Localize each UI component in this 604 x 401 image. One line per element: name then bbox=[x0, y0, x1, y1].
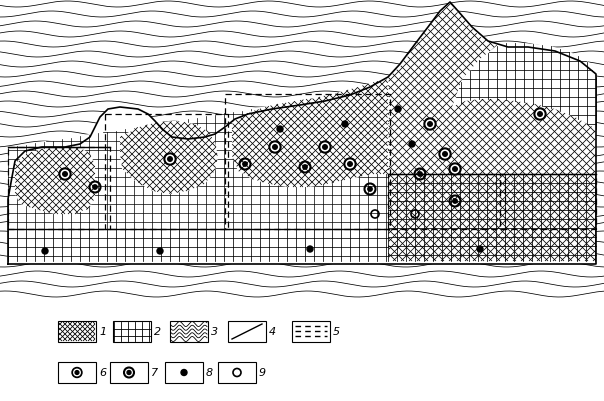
Circle shape bbox=[74, 369, 80, 376]
Polygon shape bbox=[388, 3, 596, 261]
Circle shape bbox=[453, 199, 457, 204]
Circle shape bbox=[273, 145, 277, 150]
Bar bbox=[58, 321, 96, 342]
Text: 4: 4 bbox=[269, 327, 276, 337]
Circle shape bbox=[157, 248, 163, 254]
Circle shape bbox=[348, 162, 352, 167]
Polygon shape bbox=[232, 80, 388, 188]
Circle shape bbox=[307, 246, 313, 252]
Circle shape bbox=[409, 142, 415, 148]
Text: 8: 8 bbox=[206, 368, 213, 378]
Bar bbox=[218, 362, 256, 383]
Circle shape bbox=[443, 152, 448, 157]
Circle shape bbox=[277, 127, 283, 133]
Circle shape bbox=[164, 154, 176, 166]
Text: 9: 9 bbox=[259, 368, 266, 378]
Polygon shape bbox=[388, 174, 596, 261]
Bar bbox=[170, 321, 208, 342]
Polygon shape bbox=[8, 88, 388, 229]
Circle shape bbox=[451, 166, 459, 174]
Text: 1: 1 bbox=[99, 327, 106, 337]
Circle shape bbox=[93, 185, 97, 190]
Circle shape bbox=[395, 107, 401, 113]
Circle shape bbox=[63, 172, 67, 177]
Circle shape bbox=[271, 144, 279, 152]
Bar bbox=[110, 362, 148, 383]
Polygon shape bbox=[15, 148, 95, 215]
Circle shape bbox=[477, 246, 483, 252]
Circle shape bbox=[368, 187, 372, 192]
Circle shape bbox=[418, 172, 422, 177]
Circle shape bbox=[61, 171, 69, 178]
Circle shape bbox=[243, 162, 247, 167]
Circle shape bbox=[428, 122, 432, 127]
Circle shape bbox=[323, 145, 327, 150]
Circle shape bbox=[168, 157, 172, 162]
Bar bbox=[165, 362, 203, 383]
Circle shape bbox=[536, 111, 544, 119]
Polygon shape bbox=[452, 44, 596, 130]
Circle shape bbox=[166, 156, 174, 164]
Circle shape bbox=[303, 165, 307, 170]
Text: 6: 6 bbox=[99, 368, 106, 378]
Text: 3: 3 bbox=[211, 327, 218, 337]
Circle shape bbox=[75, 371, 79, 375]
Text: 7: 7 bbox=[151, 368, 158, 378]
Circle shape bbox=[426, 121, 434, 129]
Circle shape bbox=[344, 159, 356, 170]
Circle shape bbox=[127, 371, 131, 375]
Polygon shape bbox=[8, 229, 388, 261]
Circle shape bbox=[342, 122, 348, 128]
Bar bbox=[292, 321, 330, 342]
Circle shape bbox=[441, 151, 449, 158]
Polygon shape bbox=[8, 3, 596, 264]
Circle shape bbox=[424, 119, 436, 131]
Circle shape bbox=[449, 164, 461, 176]
Polygon shape bbox=[8, 3, 596, 264]
Circle shape bbox=[72, 368, 82, 378]
Polygon shape bbox=[120, 122, 218, 194]
Circle shape bbox=[321, 144, 329, 152]
Circle shape bbox=[269, 142, 281, 154]
Text: 5: 5 bbox=[333, 327, 340, 337]
Circle shape bbox=[538, 112, 542, 117]
Circle shape bbox=[181, 370, 187, 376]
Circle shape bbox=[42, 248, 48, 254]
Circle shape bbox=[59, 168, 71, 180]
Circle shape bbox=[319, 142, 331, 154]
Circle shape bbox=[534, 109, 546, 121]
Circle shape bbox=[439, 149, 451, 160]
Bar bbox=[228, 321, 266, 342]
Text: 2: 2 bbox=[154, 327, 161, 337]
Circle shape bbox=[346, 161, 354, 168]
Circle shape bbox=[453, 167, 457, 172]
Bar bbox=[58, 362, 96, 383]
Bar bbox=[113, 321, 151, 342]
